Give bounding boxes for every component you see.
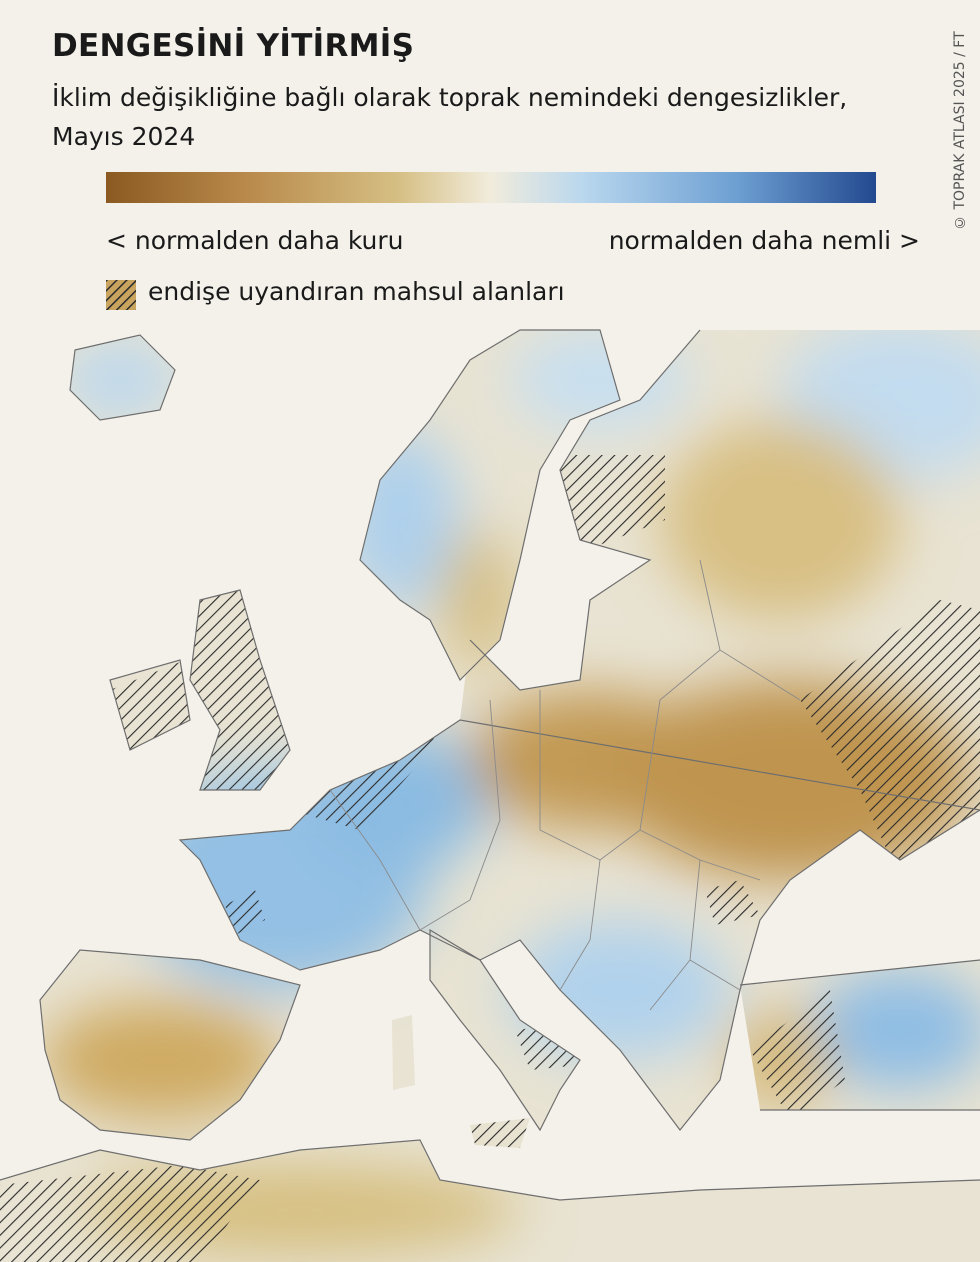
subtitle: İklim değişikliğine bağlı olarak toprak … — [52, 83, 848, 151]
coastlines — [0, 329, 980, 1201]
hatch-label: endişe uyandıran mahsul alanları — [148, 277, 565, 306]
land — [0, 330, 980, 1262]
credit: © TOPRAK ATLASI 2025 / FT — [952, 31, 968, 230]
hatch-swatch — [106, 280, 136, 310]
borders — [239, 559, 801, 1011]
color-scale — [106, 172, 876, 203]
map — [0, 329, 980, 1262]
wet-label: normalden daha nemli > — [608, 226, 920, 255]
dry-label: < normalden daha kuru — [106, 226, 404, 255]
title: DENGESİNİ YİTİRMİŞ — [52, 28, 415, 64]
